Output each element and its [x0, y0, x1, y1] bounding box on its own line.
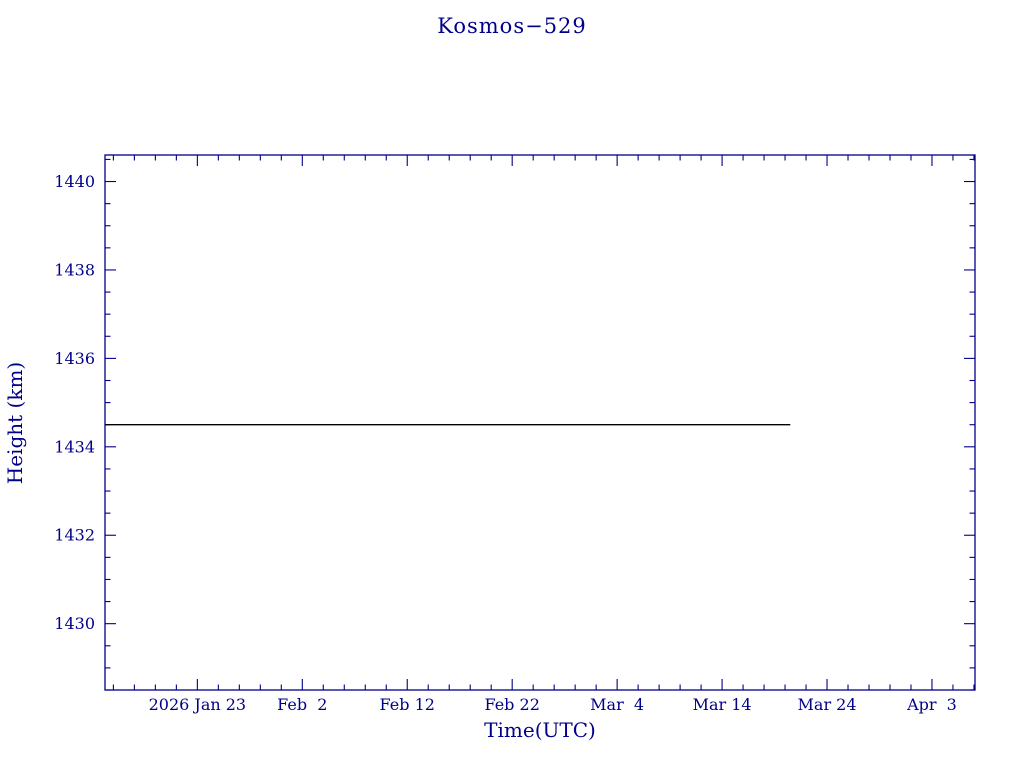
x-tick-label: Mar 4: [590, 695, 644, 714]
plot-frame: [104, 154, 976, 691]
y-tick-label: 1438: [54, 260, 95, 279]
y-tick-label: 1432: [54, 526, 95, 545]
x-tick-label: 2026 Jan 23: [149, 695, 247, 714]
y-tick-label: 1436: [54, 349, 95, 368]
chart-title: Kosmos−529: [437, 14, 587, 38]
x-tick-label: Mar 24: [798, 695, 857, 714]
x-tick-label: Feb 2: [277, 695, 327, 714]
x-tick-label: Mar 14: [693, 695, 752, 714]
y-tick-label: 1440: [54, 172, 95, 191]
x-tick-label: Feb 22: [484, 695, 539, 714]
x-tick-label: Feb 12: [380, 695, 435, 714]
x-axis-label: Time(UTC): [484, 718, 596, 742]
x-tick-label: Apr 3: [906, 695, 957, 714]
y-tick-label: 1434: [54, 437, 95, 456]
y-tick-label: 1430: [54, 614, 95, 633]
